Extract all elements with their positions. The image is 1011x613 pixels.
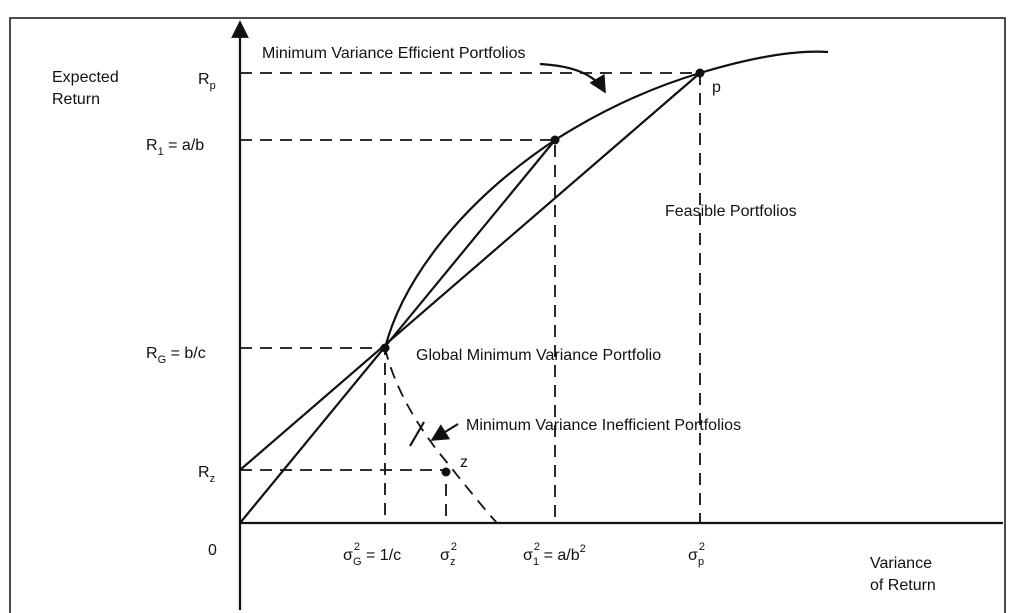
x-label: σ2 G = 1/c [343, 541, 401, 568]
x-label: σ2 z [440, 541, 457, 568]
annotation: Minimum Variance Inefficient Portfolios [466, 417, 741, 434]
frame [9, 17, 1006, 613]
y-label: Rp [198, 71, 216, 92]
x-label: σ2 p [688, 541, 705, 568]
point-label: p [712, 79, 721, 96]
tangent-line-p [239, 72, 701, 471]
points [380, 68, 705, 477]
y-axis-label: Expected [52, 69, 119, 86]
annotation: Minimum Variance Efficient Portfolios [262, 45, 526, 62]
inefficient-frontier [384, 347, 498, 524]
y-label: Rz [198, 464, 215, 485]
annotation: Global Minimum Variance Portfolio [416, 347, 661, 364]
y-label: R1 = a/b [146, 137, 204, 158]
x-label: σ2 1 = a/b2 [523, 541, 586, 568]
origin-label: 0 [208, 542, 217, 559]
y-label: RG = b/c [146, 345, 206, 366]
point-label: z [460, 454, 468, 471]
y-axis-label: Return [52, 91, 100, 108]
annotation: Feasible Portfolios [665, 203, 797, 220]
x-axis-label: of Return [870, 577, 936, 594]
tangent-line-1 [239, 139, 556, 524]
guides [240, 72, 701, 523]
efficient-frontier [383, 50, 829, 349]
x-axis-label: Variance [870, 555, 932, 572]
arrow-inefficient [430, 423, 459, 441]
tick-inefficient [409, 421, 425, 447]
arrow-efficient [539, 62, 606, 94]
